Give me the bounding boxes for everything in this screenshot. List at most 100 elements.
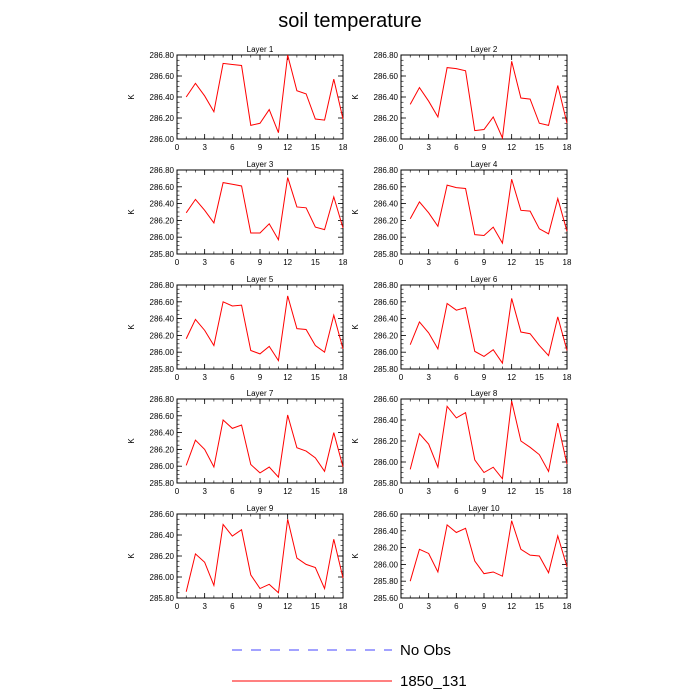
panels-grid: Layer 1 K 0 3 6 9 12 15 18 286.00 286.20 286.40 286.… [127,45,572,611]
x-tick-label: 15 [311,258,320,267]
y-axis-label: K [127,209,136,215]
x-tick-label: 9 [258,602,263,611]
x-tick-label: 3 [202,258,207,267]
y-tick-label: 286.00 [150,573,175,582]
x-tick-label: 3 [426,487,431,496]
y-tick-label: 286.00 [374,233,399,242]
y-tick-label: 285.80 [374,577,399,586]
y-tick-label: 286.40 [150,531,175,540]
x-tick-label: 12 [507,602,516,611]
y-tick-label: 286.00 [150,348,175,357]
x-tick-label: 18 [563,143,572,152]
y-tick-label: 285.80 [150,479,175,488]
panel-layer-8: Layer 8 K 0 3 6 9 12 15 18 285.80 286.00 286.20 286.… [351,389,572,496]
y-axis-label: K [127,438,136,444]
x-tick-label: 18 [339,373,348,382]
x-tick-label: 12 [283,258,292,267]
y-tick-label: 286.60 [374,395,399,404]
panel-title: Layer 7 [247,389,274,398]
x-tick-label: 0 [175,487,180,496]
y-tick-label: 286.80 [374,281,399,290]
x-tick-label: 9 [258,258,263,267]
x-tick-label: 0 [399,143,404,152]
x-tick-label: 12 [507,487,516,496]
y-tick-label: 286.20 [374,544,399,553]
y-tick-label: 285.80 [374,479,399,488]
y-axis-label: K [351,324,360,330]
x-tick-label: 15 [535,373,544,382]
x-tick-label: 6 [454,143,459,152]
y-tick-label: 286.40 [150,315,175,324]
panel-layer-9: Layer 9 K 0 3 6 9 12 15 18 285.80 286.00 286.20 286.… [127,504,348,611]
x-tick-label: 18 [339,258,348,267]
x-tick-label: 6 [230,143,235,152]
y-tick-label: 286.20 [150,331,175,340]
x-tick-label: 3 [426,373,431,382]
x-tick-label: 6 [230,258,235,267]
x-tick-label: 3 [202,602,207,611]
y-tick-label: 285.80 [150,594,175,603]
x-tick-label: 15 [311,143,320,152]
x-tick-label: 12 [507,373,516,382]
x-tick-label: 15 [535,143,544,152]
x-tick-label: 12 [283,487,292,496]
y-tick-label: 286.80 [374,166,399,175]
x-tick-label: 18 [563,602,572,611]
x-tick-label: 0 [399,602,404,611]
panel-title: Layer 2 [471,45,498,54]
x-tick-label: 18 [563,373,572,382]
x-tick-label: 9 [482,373,487,382]
x-tick-label: 9 [482,143,487,152]
x-tick-label: 9 [258,143,263,152]
x-tick-label: 6 [230,487,235,496]
x-tick-label: 6 [454,373,459,382]
plot-frame [400,513,568,599]
plot-frame [176,54,344,140]
x-tick-label: 9 [482,258,487,267]
panel-layer-1: Layer 1 K 0 3 6 9 12 15 18 286.00 286.20 286.40 286.… [127,45,348,152]
x-tick-label: 15 [311,602,320,611]
x-tick-label: 6 [454,602,459,611]
x-tick-label: 12 [507,143,516,152]
y-axis-label: K [351,438,360,444]
panel-layer-2: Layer 2 K 0 3 6 9 12 15 18 286.00 286.20 286.40 286.… [351,45,572,152]
y-tick-label: 285.80 [374,250,399,259]
x-tick-label: 0 [175,602,180,611]
y-tick-label: 286.40 [150,200,175,209]
panel-layer-5: Layer 5 K 0 3 6 9 12 15 18 285.80 286.00 286.20 286.… [127,275,348,382]
series-line-1850-131 [409,400,568,481]
plot-frame [176,398,344,484]
x-tick-label: 15 [535,602,544,611]
legend-label-no-obs: No Obs [400,642,451,659]
x-tick-label: 0 [399,373,404,382]
series-line-1850-131 [185,519,344,594]
y-tick-label: 285.60 [374,594,399,603]
series-line-1850-131 [185,177,344,242]
y-tick-label: 285.80 [150,250,175,259]
x-tick-label: 18 [563,258,572,267]
y-tick-label: 286.20 [150,445,175,454]
series-line-1850-131 [409,179,568,245]
x-tick-label: 12 [283,373,292,382]
y-tick-label: 286.20 [374,216,399,225]
y-tick-label: 286.60 [374,510,399,519]
panel-layer-10: Layer 10 K 0 3 6 9 12 15 18 285.60 285.80 286.00 286… [351,504,572,611]
x-tick-label: 15 [535,487,544,496]
y-axis-label: K [127,94,136,100]
y-tick-label: 286.00 [374,560,399,569]
y-tick-label: 286.60 [374,72,399,81]
y-axis-label: K [351,209,360,215]
y-tick-label: 285.80 [150,365,175,374]
x-tick-label: 6 [230,602,235,611]
series-line-1850-131 [409,61,568,140]
legend-label-1850-131: 1850_131 [400,673,467,690]
y-tick-label: 286.60 [150,510,175,519]
x-tick-label: 6 [454,258,459,267]
x-tick-label: 3 [202,143,207,152]
y-tick-label: 286.60 [150,72,175,81]
x-tick-label: 15 [311,487,320,496]
x-tick-label: 12 [283,602,292,611]
x-tick-label: 9 [258,487,263,496]
y-tick-label: 286.40 [374,315,399,324]
